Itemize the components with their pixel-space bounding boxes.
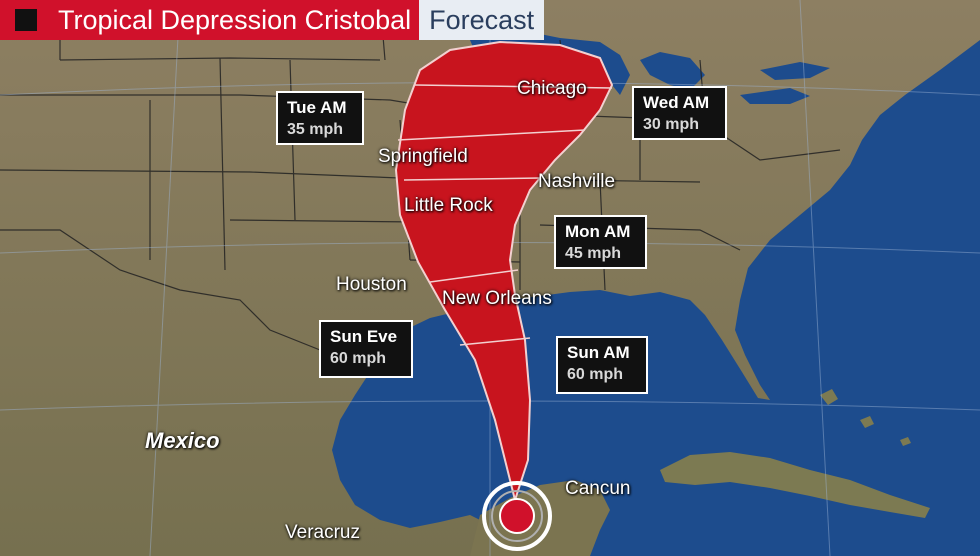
country-label-mexico: Mexico [145,428,220,453]
map-subtitle: Forecast [419,0,545,40]
forecast-wind: 45 mph [565,245,622,262]
title-bar: Tropical Depression Cristobal Forecast [0,0,545,40]
forecast-box-sun-eve: Sun Eve 60 mph [319,320,413,378]
forecast-time: Wed AM [643,93,710,112]
forecast-box-tue-am: Tue AM 35 mph [276,91,364,145]
forecast-wind: 30 mph [643,116,700,133]
cuba [660,452,930,518]
brand-logo [0,0,52,40]
forecast-box-mon-am: Mon AM 45 mph [554,215,647,269]
forecast-box-sun-am: Sun AM 60 mph [556,336,648,394]
forecast-wind: 60 mph [330,350,387,367]
city-label-little-rock: Little Rock [404,195,493,216]
logo-square-icon [15,9,37,31]
forecast-time: Sun AM [567,343,630,362]
city-label-houston: Houston [336,274,407,295]
forecast-box-wed-am: Wed AM 30 mph [632,86,727,140]
map-title: Tropical Depression Cristobal [52,0,420,40]
city-label-veracruz: Veracruz [285,522,360,543]
city-label-springfield: Springfield [378,146,468,167]
forecast-time: Tue AM [287,98,347,117]
forecast-wind: 60 mph [567,366,624,383]
forecast-cone [394,40,614,504]
forecast-wind: 35 mph [287,121,344,138]
city-label-chicago: Chicago [517,78,587,99]
city-label-nashville: Nashville [538,171,616,192]
bahamas [820,389,911,446]
storm-center-marker [482,481,552,551]
forecast-time: Sun Eve [330,327,398,346]
forecast-time: Mon AM [565,222,631,241]
cone-segments [397,84,613,346]
city-label-new-orleans: New Orleans [442,288,552,309]
city-label-cancun: Cancun [565,478,631,499]
